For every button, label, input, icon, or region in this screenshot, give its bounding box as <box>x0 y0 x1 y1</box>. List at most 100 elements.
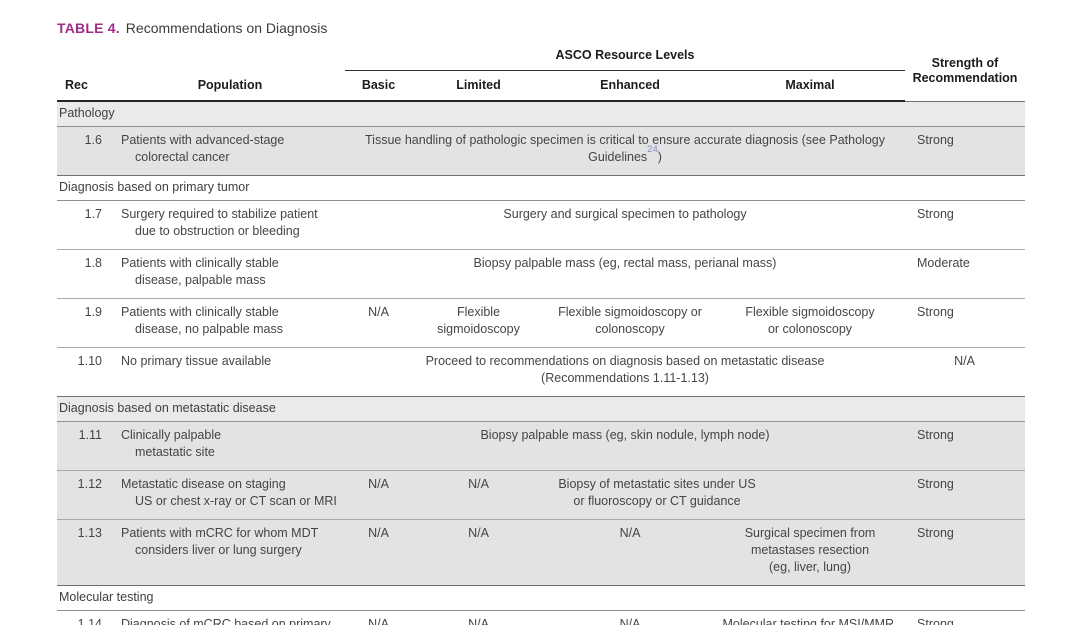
strength-of-recommendation-header: Strength of Recommendation <box>905 43 1025 101</box>
strength-cell: N/A <box>954 354 975 368</box>
population-line: Patients with advanced-stage <box>121 133 285 147</box>
cell-line: N/A <box>414 616 543 625</box>
resource-level-cell: Biopsy palpable mass (eg, rectal mass, p… <box>345 250 905 299</box>
resource-level-cell: Surgery and surgical specimen to patholo… <box>345 201 905 250</box>
resource-level-cell: N/A <box>345 611 412 625</box>
cell-text: N/A <box>368 477 389 491</box>
strength-cell: Strong <box>917 526 954 540</box>
population-line: due to obstruction or bleeding <box>135 224 300 238</box>
cell-line: (Recommendations 1.11-1.13) <box>347 370 903 387</box>
cell-text: Guidelines <box>588 150 648 164</box>
cell-text: Flexible sigmoidoscopy or <box>558 305 702 319</box>
cell-line: Flexible sigmoidoscopy <box>717 304 903 321</box>
table-row: 1.10 No primary tissue available Proceed t… <box>57 347 1026 397</box>
cell-text: Biopsy palpable mass (eg, rectal mass, p… <box>473 256 777 270</box>
section-title: Molecular testing <box>59 590 154 604</box>
resource-level-cell: Flexible sigmoidoscopy or colonoscopy <box>545 299 715 348</box>
strength-cell: Moderate <box>917 256 970 270</box>
table-number-label: TABLE 4. <box>57 20 120 36</box>
resource-level-cell: Surgical specimen from metastases resecti… <box>715 520 905 586</box>
strength-cell: Strong <box>917 305 954 319</box>
citation-link[interactable]: 24 <box>647 143 658 155</box>
population-line: US or chest x-ray or CT scan or MRI <box>135 494 337 508</box>
cell-line: N/A <box>347 476 410 493</box>
rec-cell: 1.8 <box>84 256 102 270</box>
population-cell: Patients with advanced-stage colorectal c… <box>115 127 345 176</box>
cell-text: (Recommendations 1.11-1.13) <box>541 371 709 385</box>
table-row: 1.13 Patients with mCRC for whom MDT consi… <box>57 519 1026 586</box>
cell-text: Flexible sigmoidoscopy <box>437 305 520 336</box>
section-title: Diagnosis based on metastatic disease <box>59 401 276 415</box>
resource-level-cell: N/A <box>412 611 545 625</box>
section-title: Diagnosis based on primary tumor <box>59 180 250 194</box>
population-cell: Surgery required to stabilize patient due… <box>115 201 345 250</box>
cell-text: N/A <box>468 617 489 625</box>
table-row: 1.8 Patients with clinically stable diseas… <box>57 249 1026 299</box>
cell-line: or fluoroscopy or CT guidance <box>547 493 767 510</box>
table-row: 1.6 Patients with advanced-stage colorecta… <box>57 126 1026 176</box>
population-line: colorectal cancer <box>135 150 230 164</box>
population-line: considers liver or lung surgery <box>135 543 302 557</box>
resource-level-cell: N/A <box>412 520 545 586</box>
resource-level-cell: Proceed to recommendations on diagnosis … <box>345 348 905 397</box>
asco-resource-levels-header: ASCO Resource Levels <box>345 43 906 71</box>
cell-line: N/A <box>547 525 713 542</box>
cell-line: N/A <box>347 525 410 542</box>
resource-level-cell: N/A <box>345 520 412 586</box>
section-header-row: Diagnosis based on primary tumor <box>57 175 1026 201</box>
resource-level-cell: N/A <box>345 471 412 520</box>
cell-line: N/A <box>414 525 543 542</box>
cell-line: Molecular testing for MSI/MMR, <box>717 616 903 625</box>
rec-cell: 1.7 <box>84 207 102 221</box>
rec-cell: 1.13 <box>77 526 102 540</box>
cell-line: Guidelines24) <box>347 145 903 166</box>
population-cell: Metastatic disease on staging US or chest… <box>115 471 345 520</box>
spanner-header-row: ASCO Resource Levels Strength of Recomme… <box>57 43 1025 85</box>
cell-text: N/A <box>619 526 641 540</box>
population-cell: Patients with clinically stable disease, … <box>115 250 345 299</box>
cell-text: N/A <box>368 305 389 319</box>
table-row: 1.11 Clinically palpable metastatic site Bi… <box>57 421 1026 471</box>
resource-level-cell: Molecular testing for MSI/MMR,KRAS, NRAS… <box>715 611 905 625</box>
cell-text: Surgery and surgical specimen to patholo… <box>503 207 747 221</box>
recommendations-table: ASCO Resource Levels Strength of Recomme… <box>57 43 1026 625</box>
resource-level-cell: Flexible sigmoidoscopy or colonoscopy <box>715 299 905 348</box>
basic-column-header: Basic <box>345 70 412 102</box>
cell-line: Surgery and surgical specimen to patholo… <box>347 206 903 223</box>
population-line: Patients with mCRC for whom MDT <box>121 526 319 540</box>
resource-level-cell: N/A <box>412 471 545 520</box>
strength-cell: Strong <box>917 428 954 442</box>
rec-column-header: Rec <box>57 70 115 102</box>
cell-line: N/A <box>547 616 713 625</box>
cell-text: Molecular testing for MSI/MMR, <box>722 617 898 625</box>
table-row: 1.9 Patients with clinically stable diseas… <box>57 298 1026 348</box>
rec-cell: 1.11 <box>78 428 102 442</box>
population-cell: Patients with mCRC for whom MDT considers… <box>115 520 345 586</box>
population-cell: No primary tissue available <box>115 348 345 397</box>
cell-line: Biopsy palpable mass (eg, rectal mass, p… <box>347 255 903 272</box>
cell-line: Flexible sigmoidoscopy <box>414 304 543 338</box>
table-body: Pathology 1.6 Patients with advanced-stage… <box>57 101 1026 625</box>
cell-line: N/A <box>414 476 543 493</box>
cell-text: N/A <box>368 617 389 625</box>
population-line: Clinically palpable <box>121 428 222 442</box>
cell-line: Biopsy palpable mass (eg, skin nodule, l… <box>347 427 903 444</box>
maximal-column-header: Maximal <box>715 70 906 102</box>
population-cell: Patients with clinically stable disease, … <box>115 299 345 348</box>
population-line: Patients with clinically stable <box>121 256 279 270</box>
rec-cell: 1.6 <box>84 133 102 147</box>
table-title: TABLE 4. Recommendations on Diagnosis <box>57 19 1025 37</box>
cell-text: N/A <box>619 617 641 625</box>
population-line: Patients with clinically stable <box>121 305 279 319</box>
table-container: TABLE 4. Recommendations on Diagnosis ASC… <box>57 19 1026 625</box>
cell-text: Flexible sigmoidoscopy <box>745 305 875 319</box>
column-header-row: Rec Population Basic Limited Enhanced Ma… <box>57 70 1025 102</box>
section-header-row: Molecular testing <box>57 585 1026 611</box>
cell-text: ) <box>657 150 662 164</box>
cell-text: colonoscopy <box>595 322 665 336</box>
cell-text: N/A <box>468 477 489 491</box>
table-row: 1.14 Diagnosis of mCRC based on primarytu… <box>57 610 1026 625</box>
population-line: metastatic site <box>135 445 215 459</box>
cell-text: Proceed to recommendations on diagnosis … <box>425 354 825 368</box>
population-column-header: Population <box>115 70 345 102</box>
